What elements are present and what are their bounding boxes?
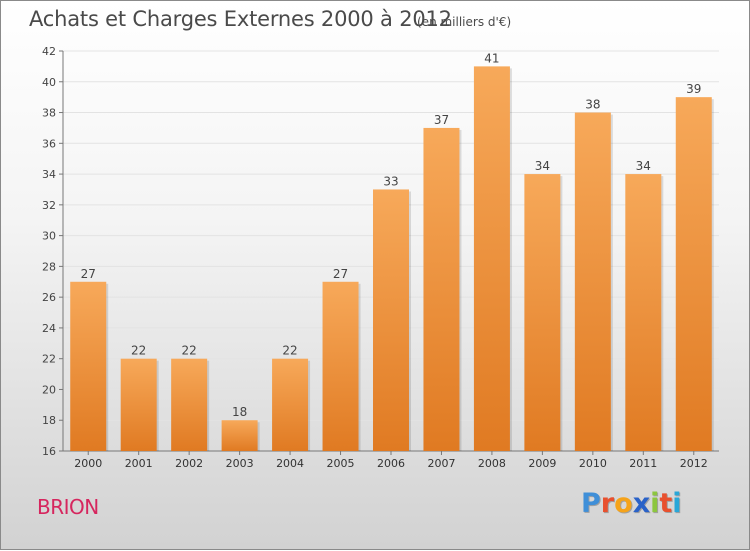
bar	[473, 66, 510, 451]
y-tick-label: 34	[42, 168, 56, 181]
x-tick-label: 2004	[276, 457, 304, 470]
commune-name: BRION	[37, 495, 99, 519]
bar-value-label: 27	[333, 267, 348, 281]
logo-letter: t	[659, 488, 673, 519]
bar	[373, 189, 409, 451]
bar-value-label: 22	[131, 344, 146, 358]
logo-letter: i	[672, 488, 682, 519]
bar	[322, 281, 359, 451]
y-tick-label: 26	[42, 291, 56, 304]
x-tick-label: 2007	[427, 457, 455, 470]
bar-value-label: 34	[535, 159, 550, 173]
x-tick-label: 2011	[629, 457, 657, 470]
y-tick-label: 16	[42, 445, 56, 458]
bar	[524, 174, 561, 452]
proxiti-logo: Proxiti	[581, 488, 682, 519]
y-tick-label: 38	[42, 107, 56, 120]
bar-value-label: 22	[282, 344, 297, 358]
y-tick-label: 28	[42, 260, 56, 273]
y-tick-label: 42	[42, 45, 56, 58]
bar	[221, 420, 258, 451]
chart-subtitle: (en milliers d'€)	[417, 15, 512, 29]
x-tick-label: 2009	[528, 457, 556, 470]
x-tick-label: 2012	[680, 457, 708, 470]
y-tick-label: 20	[42, 383, 56, 396]
bar-value-label: 33	[383, 174, 398, 188]
bar-value-label: 39	[686, 82, 701, 96]
bar	[70, 281, 107, 451]
y-tick-label: 22	[42, 353, 56, 366]
x-tick-label: 2006	[377, 457, 405, 470]
bar-value-label: 22	[182, 344, 197, 358]
x-tick-label: 2003	[226, 457, 254, 470]
x-tick-label: 2002	[175, 457, 203, 470]
bar	[675, 97, 712, 452]
bar-value-label: 41	[484, 51, 499, 65]
y-tick-label: 30	[42, 230, 56, 243]
y-tick-label: 32	[42, 199, 56, 212]
bar	[272, 358, 309, 451]
y-tick-label: 40	[42, 76, 56, 89]
x-tick-label: 2000	[74, 457, 102, 470]
logo-letter: r	[600, 488, 615, 519]
bar-value-label: 18	[232, 405, 247, 419]
chart-title: Achats et Charges Externes 2000 à 2012	[29, 7, 452, 31]
x-tick-label: 2005	[327, 457, 355, 470]
bar-value-label: 37	[434, 113, 449, 127]
logo-letter: i	[650, 488, 660, 519]
logo-letter: x	[632, 488, 651, 519]
logo-letter: P	[581, 488, 601, 519]
bar	[423, 127, 460, 451]
bar	[171, 358, 208, 451]
y-tick-label: 18	[42, 414, 56, 427]
y-tick-label: 24	[42, 322, 56, 335]
y-tick-label: 36	[42, 137, 56, 150]
x-tick-label: 2010	[579, 457, 607, 470]
bar-value-label: 34	[636, 159, 651, 173]
x-tick-label: 2008	[478, 457, 506, 470]
bar-value-label: 38	[585, 98, 600, 112]
bar-value-label: 27	[81, 267, 96, 281]
bar	[625, 174, 662, 452]
x-tick-label: 2001	[125, 457, 153, 470]
logo-letter: o	[614, 488, 633, 519]
bar	[574, 112, 611, 452]
bar	[120, 358, 157, 451]
